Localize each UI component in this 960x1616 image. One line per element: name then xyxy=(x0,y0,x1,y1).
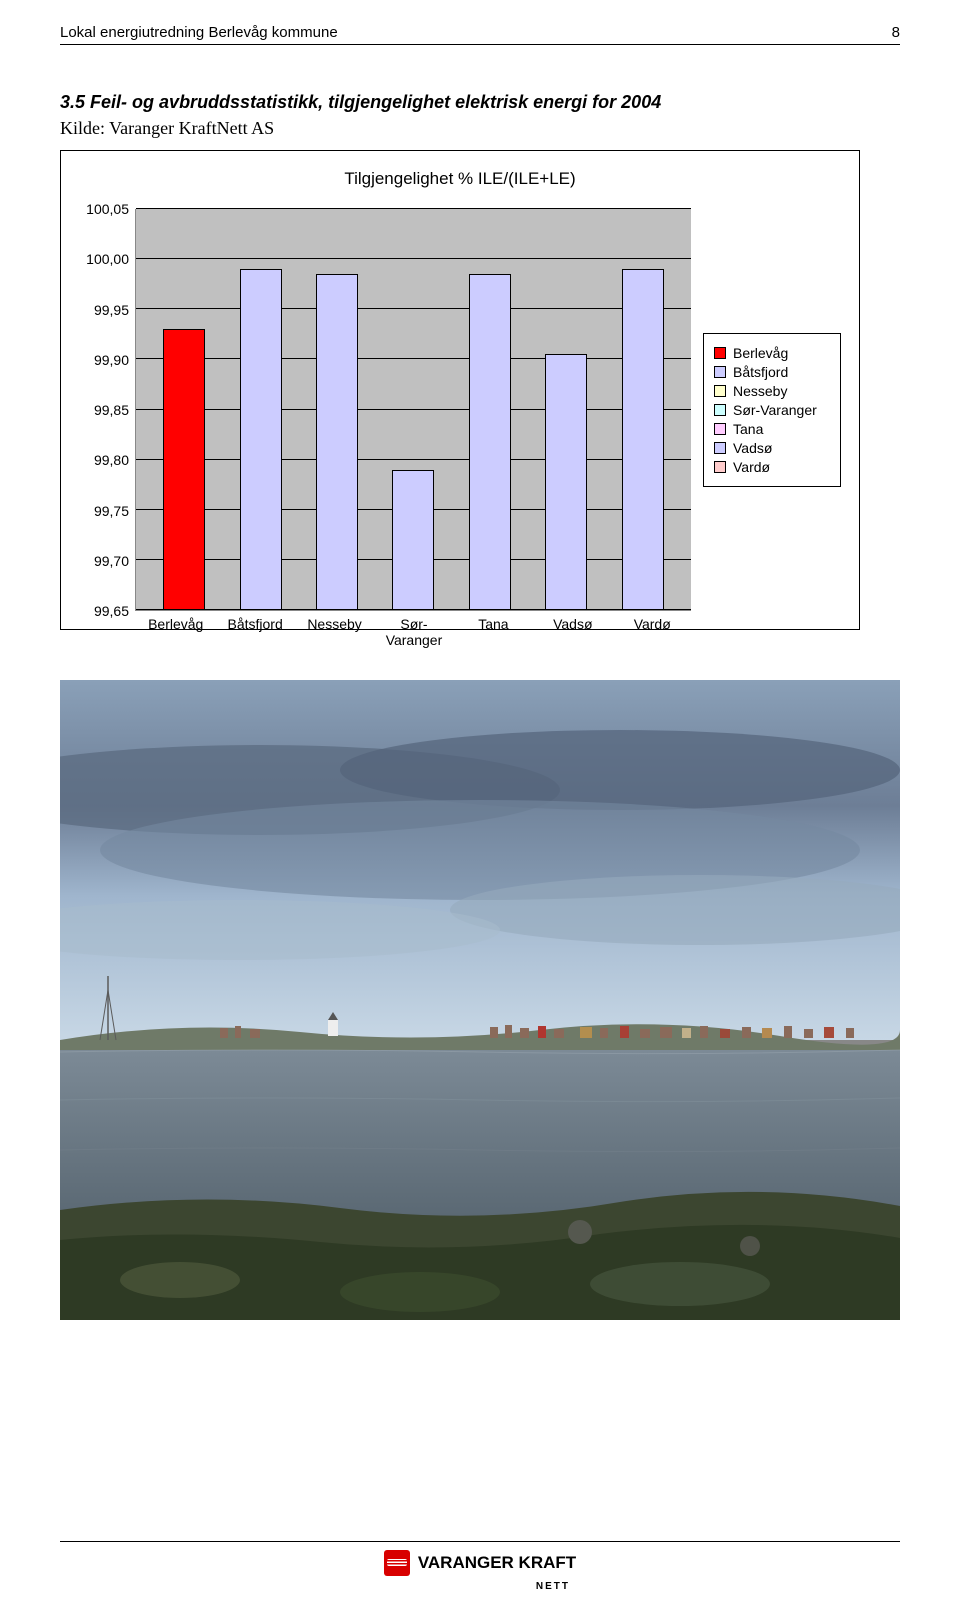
page-footer: VARANGER KRAFT NETT xyxy=(60,1541,900,1592)
bar-slot xyxy=(146,209,222,610)
chart-title: Tilgjengelighet % ILE/(ILE+LE) xyxy=(61,169,859,189)
bar-slot xyxy=(605,209,681,610)
footer-brand: VARANGER KRAFT xyxy=(418,1553,576,1573)
y-tick-label: 100,05 xyxy=(86,201,129,217)
y-tick-label: 99,90 xyxy=(94,352,129,368)
legend-label: Vardø xyxy=(733,459,770,475)
header-rule xyxy=(60,44,900,45)
page-number: 8 xyxy=(892,24,900,41)
footer-sub: NETT xyxy=(390,1581,570,1592)
legend: Berlevåg Båtsfjord Nesseby Sør-Varanger Tana… xyxy=(691,209,841,611)
bar xyxy=(316,274,358,610)
bar-slot xyxy=(375,209,451,610)
legend-label: Båtsfjord xyxy=(733,364,788,380)
availability-chart: Tilgjengelighet % ILE/(ILE+LE) 99,65 99,7… xyxy=(60,150,860,630)
page-header: Lokal energiutredning Berlevåg kommune 8 xyxy=(60,24,900,41)
bars-container xyxy=(136,209,691,610)
wave-icon xyxy=(384,1550,410,1576)
bar-slot xyxy=(452,209,528,610)
section-number: 3.5 xyxy=(60,92,85,112)
section-title-text: Feil- og avbruddsstatistikk, tilgjengeli… xyxy=(90,92,661,112)
section-subtitle: Kilde: Varanger KraftNett AS xyxy=(60,118,274,139)
legend-label: Tana xyxy=(733,421,763,437)
legend-box: Berlevåg Båtsfjord Nesseby Sør-Varanger Tana… xyxy=(703,333,841,487)
y-tick-label: 99,65 xyxy=(94,603,129,619)
y-tick-label: 100,00 xyxy=(86,251,129,267)
bar xyxy=(163,329,205,610)
x-tick-label: Sør-Varanger xyxy=(374,616,453,631)
landscape-photo xyxy=(60,680,900,1320)
plot-area xyxy=(135,209,691,611)
bar-slot xyxy=(222,209,298,610)
x-tick-label: Nesseby xyxy=(295,616,374,631)
chart-body: 99,6599,7099,7599,8099,8599,9099,95100,0… xyxy=(79,209,841,611)
legend-swatch xyxy=(714,366,726,378)
legend-swatch xyxy=(714,385,726,397)
legend-item: Vardø xyxy=(714,459,830,475)
bar xyxy=(469,274,511,610)
x-axis-labels: BerlevågBåtsfjordNessebySør-VarangerTana… xyxy=(136,616,692,631)
legend-label: Vadsø xyxy=(733,440,772,456)
legend-item: Sør-Varanger xyxy=(714,402,830,418)
bar xyxy=(545,354,587,610)
legend-swatch xyxy=(714,423,726,435)
x-tick-label: Båtsfjord xyxy=(215,616,294,631)
y-axis-labels: 99,6599,7099,7599,8099,8599,9099,95100,0… xyxy=(79,209,135,611)
legend-label: Sør-Varanger xyxy=(733,402,817,418)
legend-item: Tana xyxy=(714,421,830,437)
y-tick-label: 99,75 xyxy=(94,503,129,519)
x-tick-label: Vardø xyxy=(613,616,692,631)
bar xyxy=(240,269,282,610)
bar xyxy=(392,470,434,610)
legend-swatch xyxy=(714,404,726,416)
legend-label: Nesseby xyxy=(733,383,787,399)
y-tick-label: 99,80 xyxy=(94,452,129,468)
bar-slot xyxy=(528,209,604,610)
header-title: Lokal energiutredning Berlevåg kommune xyxy=(60,24,338,41)
y-tick-label: 99,95 xyxy=(94,302,129,318)
y-tick-label: 99,70 xyxy=(94,553,129,569)
x-tick-label: Berlevåg xyxy=(136,616,215,631)
legend-swatch xyxy=(714,347,726,359)
y-tick-label: 99,85 xyxy=(94,402,129,418)
legend-item: Nesseby xyxy=(714,383,830,399)
legend-item: Berlevåg xyxy=(714,345,830,361)
legend-item: Vadsø xyxy=(714,440,830,456)
footer-logo: VARANGER KRAFT xyxy=(384,1550,576,1576)
x-tick-label: Vadsø xyxy=(533,616,612,631)
x-tick-label: Tana xyxy=(454,616,533,631)
section-heading: 3.5 Feil- og avbruddsstatistikk, tilgjen… xyxy=(60,92,661,113)
legend-item: Båtsfjord xyxy=(714,364,830,380)
legend-swatch xyxy=(714,442,726,454)
legend-swatch xyxy=(714,461,726,473)
bar xyxy=(622,269,664,610)
bar-slot xyxy=(299,209,375,610)
legend-label: Berlevåg xyxy=(733,345,788,361)
